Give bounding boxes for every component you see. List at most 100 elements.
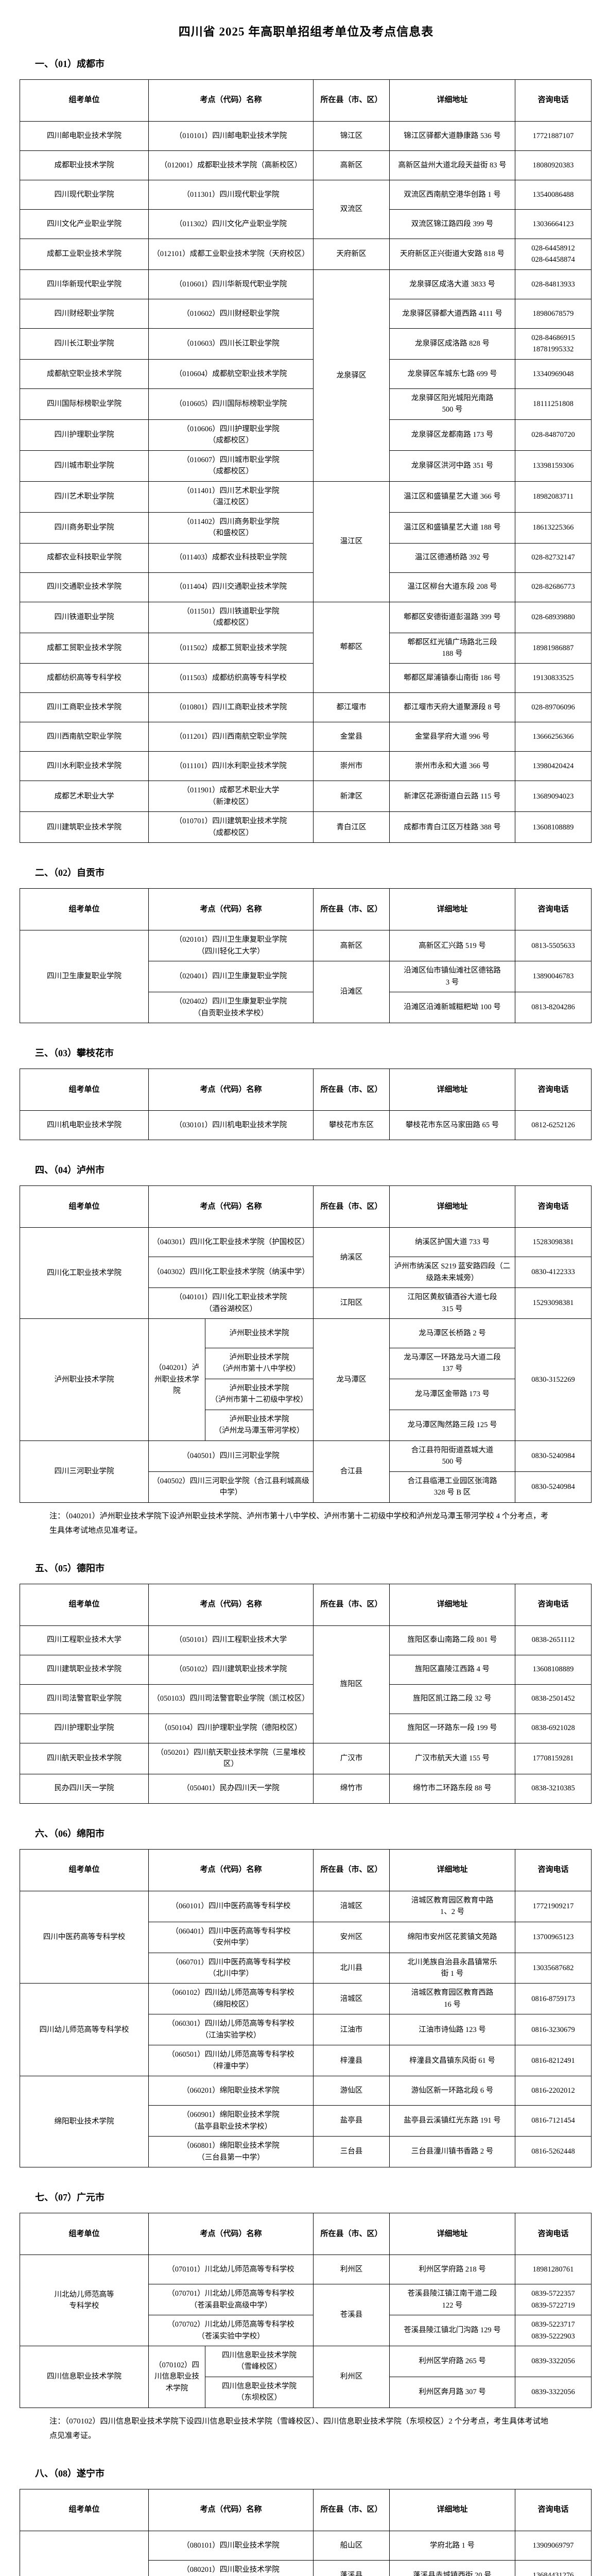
site-code-cell: （070102）四川信息职业技术学院 (148, 2346, 205, 2408)
org-unit-cell: 四川中医药高等专科学校 (20, 1890, 149, 1984)
county-cell: 绵竹市 (313, 1773, 390, 1804)
column-header: 详细地址 (389, 2213, 516, 2256)
address-cell: 涪城区教育园区教育西路 16 号 (389, 1983, 516, 2015)
phone-cell: 13398159306 (515, 450, 592, 482)
site-code-cell: （080101）四川职业技术学院 (148, 2530, 314, 2561)
city-section-3: 三、（03）攀枝花市 组考单位 考点（代码）名称 所在县（市、区） 详细地址 咨询电话 四川… (20, 1046, 593, 1141)
table-row: 四川城市职业学院 （010607）四川城市职业学院 （成都校区） 龙泉驿区洪河中路 … (20, 450, 592, 482)
address-cell: 龙马潭区一环路龙马大道二段 137 号 (389, 1348, 516, 1379)
exam-sites-table: 组考单位 考点（代码）名称 所在县（市、区） 详细地址 咨询电话 四川化工职业技术学院 （0… (20, 1185, 592, 1503)
address-cell: 郫都区犀浦镇泰山南街 186 号 (389, 663, 516, 693)
city-section-7: 七、（07）广元市 组考单位 考点（代码）名称 所在县（市、区） 详细地址 咨询电话 川北幼… (20, 2190, 593, 2444)
org-unit-cell: 四川护理职业学院 (20, 1713, 149, 1743)
address-cell: 纳溪区护国大道 733 号 (389, 1227, 516, 1258)
county-cell: 蓬溪县 (313, 2560, 390, 2576)
column-header: 咨询电话 (515, 79, 592, 122)
county-cell: 郫都区 (313, 601, 390, 693)
header-row: 组考单位 考点（代码）名称 所在县（市、区） 详细地址 咨询电话 (20, 79, 592, 122)
county-cell: 利州区 (313, 2346, 390, 2408)
phone-cell: 0816-2202012 (515, 2076, 592, 2106)
site-code-cell: （011502）成都工贸职业技术学院 (148, 632, 314, 664)
city-section-1: 一、（01）成都市 组考单位 考点（代码）名称 所在县（市、区） 详细地址 咨询电话 四川邮… (20, 57, 593, 843)
table-row: 四川信息职业技术学院 （070102）四川信息职业技术学院 四川信息职业技术学院 （… (20, 2346, 592, 2408)
address-cell: 温江区柳台大道东段 208 号 (389, 572, 516, 602)
county-cell: 安州区 (313, 1921, 390, 1953)
table-row: 泸州职业技术学院 （泸州市第十二初级中学校） 龙马潭区金带路 173 号 (20, 1378, 592, 1410)
county-cell: 金堂县 (313, 722, 390, 752)
city-section-6: 六、（06）绵阳市 组考单位 考点（代码）名称 所在县（市、区） 详细地址 咨询电话 四川中… (20, 1826, 593, 2168)
address-cell: 沿滩区沿滩新城糍粑坳 100 号 (389, 992, 516, 1024)
address-cell: 旌阳区泰山南路二段 801 号 (389, 1625, 516, 1655)
site-name-cell: 四川信息职业技术学院 （雪峰校区） (204, 2346, 314, 2377)
site-code-cell: （050103）四川司法警官职业学院（凯江校区） (148, 1684, 314, 1714)
address-cell: 江油市诗仙路 123 号 (389, 2014, 516, 2046)
site-code-cell: （012101）成都工业职业技术学院（天府校区） (148, 239, 314, 270)
column-header: 组考单位 (20, 1849, 149, 1891)
phone-cell: 028-82686773 (515, 572, 592, 602)
org-unit-cell: 四川护理职业学院 (20, 419, 149, 451)
org-unit-cell: 四川铁道职业学院 (20, 601, 149, 633)
address-cell: 旌阳区嘉陵江西路 4 号 (389, 1654, 516, 1685)
org-unit-cell: 四川文化产业职业学院 (20, 209, 149, 239)
org-unit-cell: 四川工商职业技术学院 (20, 692, 149, 723)
site-code-cell: （011302）四川文化产业职业学院 (148, 209, 314, 239)
table-row: 四川国际标榜职业学院 （010605）四川国际标榜职业学院 龙泉驿区阳光城阳光南路 … (20, 388, 592, 420)
table-row: 成都艺术职业大学 （011901）成都艺术职业大学 （新津校区） 新津区 新津区花源街… (20, 781, 592, 812)
address-cell: 双流区西南航空港华创路 1 号 (389, 180, 516, 210)
address-cell: 温江区和盛镇星艺大道 188 号 (389, 512, 516, 544)
site-code-cell: （060901）绵阳职业技术学院 （盐亭县职业技术学校） (148, 2105, 314, 2137)
address-cell: 都江堰市天府大道聚源段 8 号 (389, 692, 516, 723)
site-code-cell: （011201）四川西南航空职业学院 (148, 722, 314, 752)
county-cell: 锦江区 (313, 121, 390, 151)
phone-cell: 18982083711 (515, 481, 592, 513)
phone-cell: 13980420424 (515, 751, 592, 782)
exam-sites-table: 组考单位 考点（代码）名称 所在县（市、区） 详细地址 咨询电话 四川卫生康复职业学院 （0… (20, 888, 592, 1024)
county-cell: 高新区 (313, 150, 390, 180)
table-row: 成都航空职业技术学院 （010604）成都航空职业技术学院 龙泉驿区车城东七路 69… (20, 359, 592, 389)
table-row: （070701）川北幼儿师范高等专科学校 （苍溪县职业高级中学） 苍溪县 苍溪县陵江… (20, 2284, 592, 2346)
org-unit-cell: 四川司法警官职业学院 (20, 1684, 149, 1714)
phone-cell: 0816-3230679 (515, 2014, 592, 2046)
county-cell: 江油市 (313, 2014, 390, 2046)
table-row: （040502）四川三河职业学院（合江县利城高级中学） 合江县临港工业园区张湾路 … (20, 1471, 592, 1503)
column-header: 详细地址 (389, 79, 516, 122)
phone-cell: 0816-8212491 (515, 2045, 592, 2077)
table-row: 四川现代职业学院 （011301）四川现代职业学院 双流区 双流区西南航空港华创路 1… (20, 180, 592, 239)
table-row: 四川建筑职业技术学院 （050102）四川建筑职业技术学院 旌阳区嘉陵江西路 4 号… (20, 1654, 592, 1685)
address-cell: 涪城区教育园区教育中路 1、2 号 (389, 1890, 516, 1922)
column-header: 所在县（市、区） (313, 1583, 390, 1626)
city-section-5: 五、（05）德阳市 组考单位 考点（代码）名称 所在县（市、区） 详细地址 咨询电话 四川工… (20, 1561, 593, 1804)
address-cell: 泸州市纳溪区 S219 蓝安路四段（二级路未来城旁） (389, 1257, 516, 1289)
table-note: 注：（040201）泸州职业技术学院下设泸州职业技术学院、泸州市第十八中学校、泸… (49, 1512, 548, 1535)
table-row: 成都纺织高等专科学校 （011503）成都纺织高等专科学校 郫都区犀浦镇泰山南街 1… (20, 663, 592, 693)
address-cell: 苍溪县陵江镇北门沟路 129 号 (389, 2315, 516, 2346)
site-code-cell: （040501）四川三河职业学院 (148, 1440, 314, 1472)
org-unit-cell: 四川卫生康复职业学院 (20, 930, 149, 1024)
address-cell: 龙马潭区陶然路三段 125 号 (389, 1409, 516, 1441)
phone-cell: 18111251808 (515, 388, 592, 420)
site-code-cell: （060101）四川中医药高等专科学校 (148, 1890, 314, 1922)
table-row: 四川文化产业职业学院 （011302）四川文化产业职业学院 双流区锦江路四段 399… (20, 209, 592, 239)
phone-cell: 0839-5223717 0839-5222903 (515, 2315, 592, 2346)
address-cell: 双流区锦江路四段 399 号 (389, 209, 516, 239)
county-cell: 苍溪县 (313, 2284, 390, 2346)
site-code-cell: （010101）四川邮电职业技术学院 (148, 121, 314, 151)
org-unit-cell: 四川华新现代职业学院 (20, 269, 149, 299)
table-row: 四川建筑职业技术学院 （010701）四川建筑职业技术学院 （成都校区） 青白江区成… (20, 811, 592, 843)
column-header: 组考单位 (20, 888, 149, 931)
address-cell: 龙泉驿区成洛路 828 号 (389, 328, 516, 360)
city-section-2: 二、（02）自贡市 组考单位 考点（代码）名称 所在县（市、区） 详细地址 咨询电话 四川卫… (20, 866, 593, 1024)
org-unit-cell: 四川邮电职业技术学院 (20, 121, 149, 151)
column-header: 组考单位 (20, 1583, 149, 1626)
phone-cell: 028-84686915 18781995332 (515, 328, 592, 360)
address-cell: 郫都区安德街道彭温路 399 号 (389, 601, 516, 633)
table-row: 四川司法警官职业学院 （050103）四川司法警官职业学院（凯江校区） 旌阳区凯江路… (20, 1684, 592, 1714)
column-header: 详细地址 (389, 1849, 516, 1891)
phone-cell: 17721909217 (515, 1890, 592, 1922)
org-unit-cell: 四川长江职业学院 (20, 328, 149, 360)
section-heading: 八、（08）遂宁市 (35, 2468, 105, 2479)
sections-container: 一、（01）成都市 组考单位 考点（代码）名称 所在县（市、区） 详细地址 咨询电话 四川邮… (20, 57, 593, 2576)
site-code-cell: （050104）四川护理职业学院（德阳校区） (148, 1713, 314, 1743)
org-unit-cell: 四川艺术职业学院 (20, 481, 149, 513)
